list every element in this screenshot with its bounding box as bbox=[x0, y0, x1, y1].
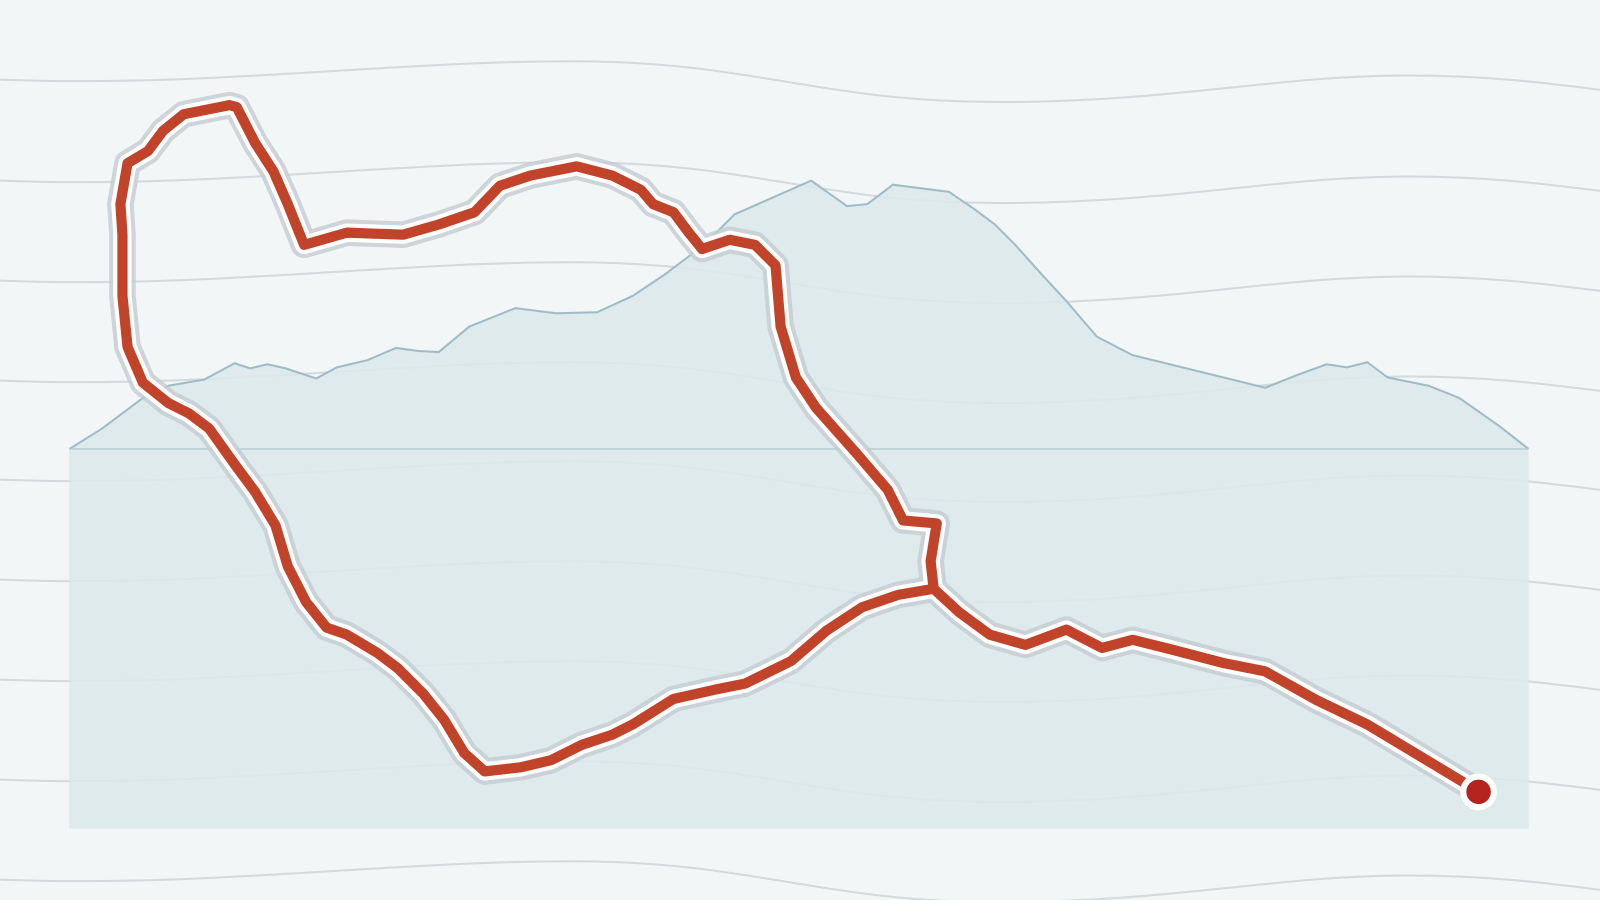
elevation-outline bbox=[68, 179, 1530, 450]
route-end-marker bbox=[1460, 773, 1497, 811]
elevation-area bbox=[69, 180, 1529, 829]
